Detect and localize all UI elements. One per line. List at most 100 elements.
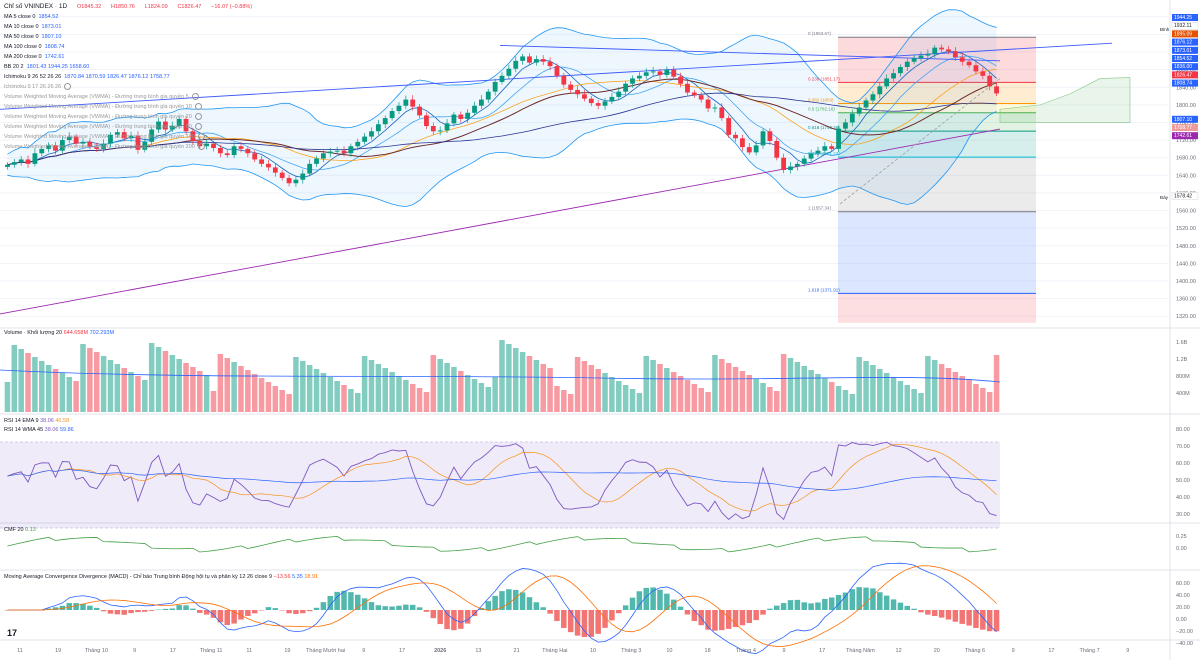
legend-row[interactable]: Volume Weighted Moving Average (VWMA) - … — [4, 92, 205, 102]
legend-label: MA 10 close 0 — [4, 24, 39, 30]
volume-bar — [444, 363, 450, 412]
legend-row[interactable]: Volume Weighted Moving Average (VWMA) - … — [4, 132, 205, 142]
macd-value-2: 5.35 — [292, 574, 303, 580]
visibility-icon[interactable] — [194, 103, 202, 111]
candle-body — [527, 56, 532, 63]
macd-histogram-bar — [815, 602, 821, 610]
price-badge — [1172, 71, 1198, 79]
macd-histogram-bar — [911, 608, 917, 610]
rsi-tick-label: 30.00 — [1176, 512, 1190, 518]
rsi-line — [7, 441, 997, 521]
legend-row[interactable]: MA 200 close 0 1742.61 — [4, 52, 205, 62]
candle-body — [334, 150, 340, 152]
candle-body — [726, 118, 732, 135]
macd-histogram-bar — [203, 610, 210, 615]
macd-histogram-bar — [684, 610, 691, 615]
visibility-icon[interactable] — [197, 133, 205, 141]
volume-bar — [87, 348, 93, 412]
candle-body — [156, 121, 161, 130]
visibility-icon[interactable] — [197, 143, 205, 151]
legend-row[interactable]: Volume Weighted Moving Average (VWMA) - … — [4, 122, 205, 132]
macd-histogram-bar — [375, 605, 382, 610]
fib-zone — [838, 157, 1036, 212]
rsi-value-2a: 38.06 — [44, 427, 59, 433]
macd-histogram-bar — [870, 588, 876, 610]
legend-row[interactable]: MA 100 close 0 1808.74 — [4, 42, 205, 52]
candle-body — [217, 148, 223, 154]
rsi-legend-2[interactable]: RSI 14 WMA 45 38.06 59.86 — [4, 427, 74, 433]
macd-histogram-bar — [526, 597, 533, 610]
macd-histogram-bar — [169, 608, 176, 610]
legend-row[interactable]: MA 5 close 0 1854.52 — [4, 12, 205, 22]
volume-bar — [224, 358, 230, 412]
candle-body — [959, 57, 965, 62]
legend-label: Volume Weighted Moving Average (VWMA) - … — [4, 134, 195, 140]
fib-level-label: 0.236 (1851.17) — [808, 76, 840, 81]
volume-bar — [197, 371, 203, 412]
symbol-title: Chỉ số VNINDEX · 1D — [4, 3, 68, 10]
candle-body — [5, 164, 10, 167]
time-axis-label: 17 — [819, 648, 825, 654]
time-axis-label: 9 — [782, 648, 785, 654]
volume-bar — [856, 357, 862, 412]
visibility-icon[interactable] — [191, 93, 199, 101]
macd-histogram-bar — [533, 602, 540, 610]
fib-level-label: 0.382 (1803) — [808, 98, 834, 103]
legend-row[interactable]: Ichimoku 9 17 26 26 26 — [4, 82, 205, 92]
volume-bar — [492, 377, 498, 412]
legend-row[interactable]: MA 50 close 0 1807.10 — [4, 32, 205, 42]
volume-bar — [883, 373, 890, 412]
time-axis-label: Tháng 7 — [1080, 648, 1100, 654]
legend-row[interactable]: Volume Weighted Moving Average (VWMA) - … — [4, 112, 205, 122]
volume-bar — [389, 372, 395, 412]
visibility-icon[interactable] — [194, 113, 202, 121]
macd-histogram-bar — [396, 605, 402, 610]
legend-row[interactable]: Volume Weighted Moving Average (VWMA) - … — [4, 102, 205, 112]
candle-body — [657, 71, 663, 75]
bollinger-upper — [7, 9, 997, 155]
price-tick-label: 1760.00 — [1176, 120, 1196, 126]
legend-row[interactable]: Ichimoku 9 26 52 26 26 1870.84 1870.59 18… — [4, 72, 205, 82]
visibility-icon[interactable] — [64, 83, 72, 91]
cmf-legend[interactable]: CMF 20 0.13 — [4, 527, 36, 533]
volume-bar — [657, 364, 663, 412]
visibility-icon[interactable] — [194, 123, 202, 131]
candle-body — [781, 157, 787, 171]
candle-body — [643, 72, 649, 76]
legend-row[interactable]: BB 20 2 1801.43 1944.25 1658.60 — [4, 62, 205, 72]
candle-body — [142, 141, 148, 150]
legend-row[interactable]: MA 10 close 0 1873.01 — [4, 22, 205, 32]
candle-body — [252, 153, 258, 160]
volume-bar — [59, 373, 66, 412]
macd-histogram-bar — [458, 610, 464, 629]
price-badge-label: 1895.09 — [1174, 31, 1192, 37]
legend-row[interactable]: Volume Weighted Moving Average (VWMA) - … — [4, 142, 205, 152]
volume-bar — [753, 379, 759, 412]
volume-bar — [18, 349, 24, 412]
tradingview-logo[interactable]: 17 — [7, 628, 18, 638]
candle-body — [18, 159, 24, 163]
candle-body — [815, 150, 821, 154]
candle-body — [46, 145, 52, 149]
macd-signal-line — [7, 565, 997, 647]
macd-legend[interactable]: Moving Average Convergence Divergence (M… — [4, 574, 318, 580]
time-axis-label: 9 — [1126, 648, 1129, 654]
macd-histogram-bar — [554, 610, 560, 621]
volume-legend[interactable]: Volume · Khối lượng 20 644.658M 702.293M — [4, 330, 114, 336]
macd-histogram-bar — [574, 610, 581, 636]
volume-bar — [952, 372, 959, 412]
macd-histogram-bar — [464, 610, 471, 624]
indicator-legend[interactable]: MA 5 close 0 1854.52 MA 10 close 0 1873.01 M… — [4, 12, 205, 152]
rsi-wma-line — [7, 469, 997, 491]
macd-histogram-bar — [856, 587, 862, 610]
candle-body — [746, 147, 752, 153]
macd-histogram-bar — [986, 610, 993, 632]
rsi-value-1a: 38.06 — [40, 418, 54, 424]
fib-zone — [838, 82, 1036, 104]
candle-body — [300, 173, 306, 180]
macd-histogram-bar — [190, 608, 196, 610]
rsi-tick-label: 60.00 — [1176, 461, 1190, 467]
rsi-legend-1[interactable]: RSI 14 EMA 9 38.06 46.58 — [4, 418, 69, 424]
macd-histogram-bar — [636, 591, 643, 610]
